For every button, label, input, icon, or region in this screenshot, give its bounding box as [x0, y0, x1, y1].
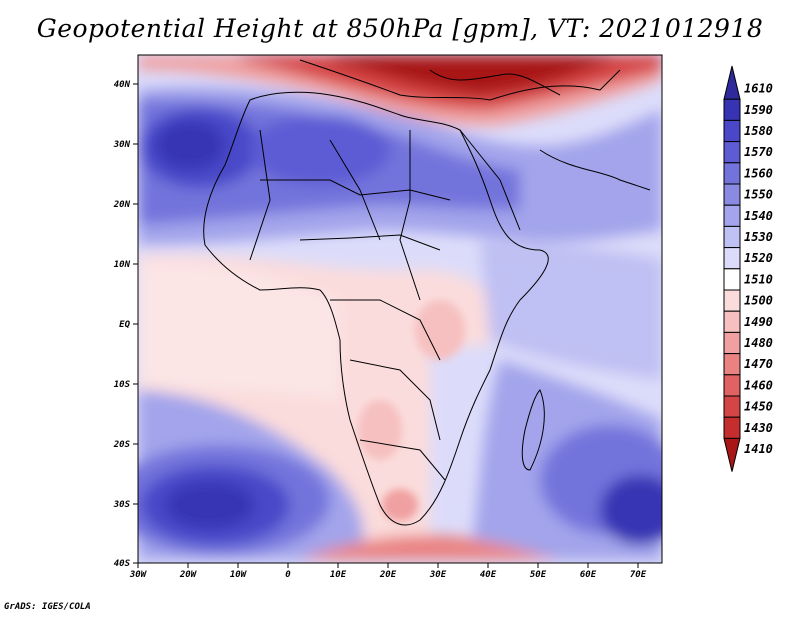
colorbar-label: 1410 [744, 442, 773, 456]
colorbar-label: 1450 [744, 400, 773, 414]
colorbar: 1610 1590 1580 1570 1560 1550 1540 1530 1520 1510… [723, 65, 773, 472]
lon-label: 50E [530, 570, 547, 580]
colorbar-swatch [723, 247, 741, 270]
colorbar-label: 1560 [744, 166, 773, 180]
lon-label: 30W [129, 570, 148, 580]
lon-label: 0 [285, 570, 291, 580]
colorbar-label: 1540 [744, 209, 773, 223]
colorbar-swatch [723, 416, 741, 439]
colorbar-label: 1500 [744, 294, 773, 308]
colorbar-label: 1610 [744, 82, 773, 96]
colorbar-swatch [723, 141, 741, 164]
colorbar-swatch [723, 162, 741, 185]
lon-label: 60E [580, 570, 597, 580]
lat-label: 20S [113, 440, 131, 450]
colorbar-label: 1570 [744, 145, 773, 159]
colorbar-swatch [723, 331, 741, 355]
colorbar-label: 1550 [744, 188, 773, 202]
plot-frame [137, 54, 663, 564]
colorbar-swatch [723, 395, 741, 418]
colorbar-swatch [723, 374, 741, 397]
colorbar-swatch [723, 98, 741, 121]
lon-label: 10E [330, 570, 347, 580]
colorbar-label: 1520 [744, 251, 773, 265]
colorbar-label: 1460 [744, 378, 773, 392]
lat-label: EQ [119, 320, 130, 330]
colorbar-swatch [723, 183, 741, 206]
lon-label: 10W [230, 570, 248, 580]
colorbar-label: 1580 [744, 124, 773, 138]
lat-label: 20N [113, 200, 131, 210]
colorbar-label: 1480 [744, 336, 773, 350]
colorbar-swatch [723, 204, 741, 227]
footer-credit: GrADS: IGES/COLA [4, 602, 91, 612]
colorbar-arrow-bottom [723, 437, 741, 472]
colorbar-swatch [723, 289, 741, 312]
height-field [138, 55, 662, 563]
lon-label: 40E [480, 570, 497, 580]
lon-label: 20W [179, 570, 198, 580]
lat-label: 10N [114, 260, 131, 270]
colorbar-swatch [723, 119, 741, 143]
colorbar-swatch [723, 353, 741, 376]
colorbar-swatch [723, 310, 741, 333]
colorbar-label: 1430 [744, 421, 773, 435]
colorbar-swatch [723, 268, 741, 291]
lon-label: 30E [429, 570, 447, 580]
lon-label: 20E [379, 570, 397, 580]
lon-label: 70E [630, 570, 647, 580]
colorbar-label: 1490 [744, 315, 773, 329]
colorbar-label: 1590 [744, 103, 773, 117]
lat-label: 40N [114, 80, 131, 90]
map-title: Geopotential Height at 850hPa [gpm], VT:… [36, 14, 764, 43]
lat-label: 30N [113, 140, 131, 150]
lat-label: 40S [114, 559, 131, 569]
coastlines [203, 59, 651, 526]
colorbar-label: 1470 [744, 357, 773, 371]
colorbar-swatch [723, 225, 741, 249]
colorbar-arrow-top [723, 65, 741, 100]
colorbar-label: 1530 [744, 230, 773, 244]
lat-label: 10S [114, 380, 131, 390]
colorbar-label: 1510 [744, 272, 773, 286]
lat-label: 30S [113, 500, 131, 510]
